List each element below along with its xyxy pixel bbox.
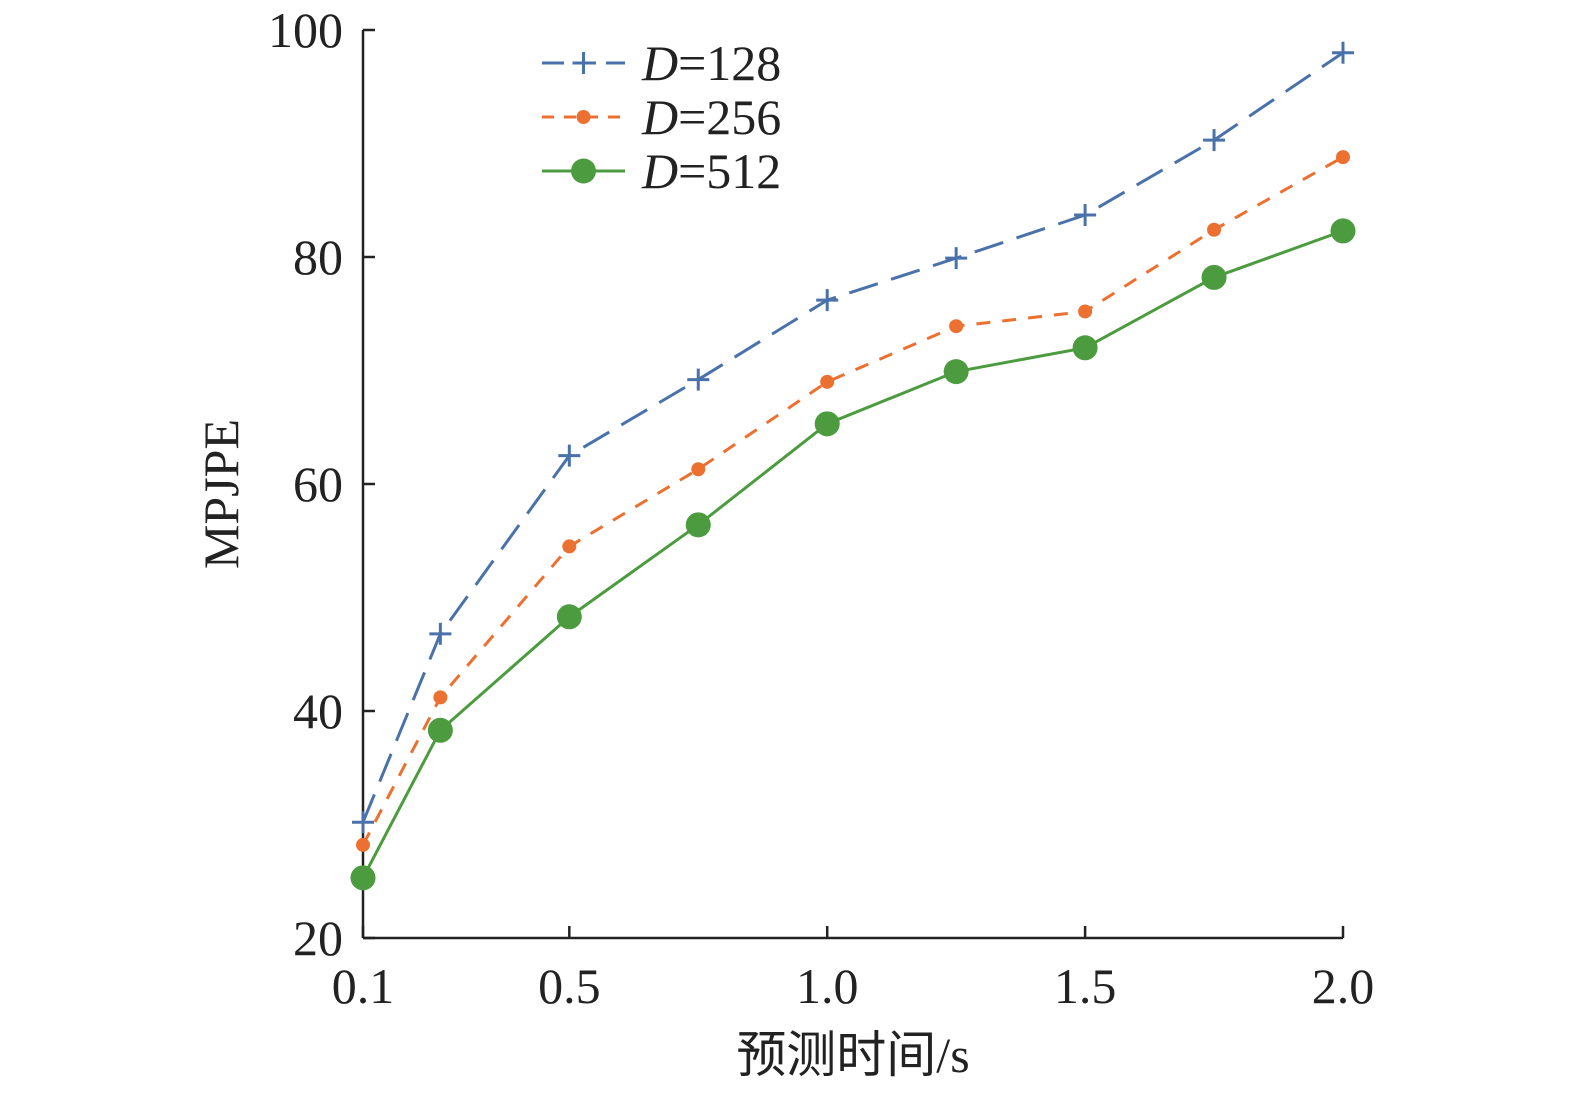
y-tick-label: 20 <box>293 910 343 966</box>
dot-marker <box>427 717 453 743</box>
legend-item-2: D=256 <box>542 89 781 145</box>
dot-marker <box>685 512 711 538</box>
legend-item-3: D=512 <box>542 143 781 199</box>
x-axis-ticks: 0.1 0.5 1.0 1.5 2.0 <box>332 926 1375 1014</box>
y-tick-label: 60 <box>293 456 343 512</box>
dot-marker <box>1330 218 1356 244</box>
dot-marker <box>1207 222 1222 237</box>
legend-label-italic: D <box>641 89 678 145</box>
dot-marker <box>1201 264 1227 290</box>
plus-marker <box>572 52 595 74</box>
legend-label-rest: =256 <box>678 89 781 145</box>
plus-marker <box>429 622 452 645</box>
legend-label-rest: =128 <box>678 35 781 91</box>
x-tick-label: 0.5 <box>538 958 601 1014</box>
legend-item-1: D=128 <box>542 35 781 91</box>
y-tick-label: 100 <box>268 2 343 58</box>
dot-marker <box>1336 150 1350 165</box>
y-axis-ticks: 20 40 60 80 100 <box>268 2 375 966</box>
series-line <box>361 229 1344 879</box>
dot-marker <box>576 110 591 124</box>
legend-label-italic: D <box>641 35 678 91</box>
dot-marker <box>949 319 964 334</box>
dot-marker <box>562 539 577 554</box>
legend-label-italic: D <box>641 143 678 199</box>
dot-marker <box>433 690 448 705</box>
dot-marker <box>1078 304 1093 319</box>
y-tick-label: 80 <box>293 229 343 285</box>
plus-marker <box>945 247 968 270</box>
dot-marker <box>820 374 835 389</box>
legend-label-rest: =512 <box>678 143 781 199</box>
plus-marker <box>1074 204 1097 227</box>
plus-marker <box>558 444 581 467</box>
plus-marker <box>687 368 710 391</box>
dot-marker <box>1072 335 1098 361</box>
series-1 <box>352 41 1354 834</box>
plus-marker <box>1332 41 1354 64</box>
x-tick-label: 1.0 <box>796 958 859 1014</box>
x-tick-label: 0.1 <box>332 958 395 1014</box>
dot-marker <box>556 604 582 630</box>
plus-marker <box>1203 129 1226 152</box>
plus-marker <box>816 289 839 312</box>
y-tick-label: 40 <box>293 683 343 739</box>
series-line <box>361 155 1344 846</box>
dot-marker <box>691 462 706 477</box>
x-tick-label: 2.0 <box>1312 958 1375 1014</box>
series-layer <box>350 41 1356 891</box>
legend-label: D=256 <box>641 89 781 145</box>
x-tick-label: 1.5 <box>1054 958 1117 1014</box>
dot-marker <box>571 158 596 184</box>
dot-marker <box>814 411 840 437</box>
x-axis-label: 预测时间/s <box>736 1027 969 1083</box>
series-2 <box>356 150 1350 852</box>
series-3 <box>350 218 1356 891</box>
y-axis-label: MPJPE <box>193 419 249 569</box>
dot-marker <box>350 865 376 891</box>
plus-marker <box>352 811 374 834</box>
legend-label: D=512 <box>641 143 781 199</box>
dot-marker <box>943 359 969 385</box>
legend-label: D=128 <box>641 35 781 91</box>
dot-marker <box>356 837 370 852</box>
series-line <box>361 51 1344 823</box>
